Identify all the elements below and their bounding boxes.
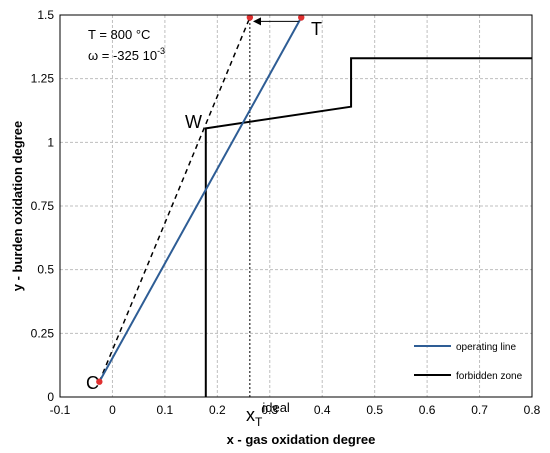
x-tick-label: 0.8 xyxy=(524,403,541,417)
point-t-label: T xyxy=(311,19,322,39)
temperature-annotation: T = 800 °C xyxy=(88,27,150,42)
x-tick-label: 0.4 xyxy=(314,403,331,417)
overlays xyxy=(96,14,305,385)
x-axis-title: x - gas oxidation degree xyxy=(227,432,376,447)
omega-annotation: ω = -325 10-3 xyxy=(88,46,165,63)
data-point-marker xyxy=(298,14,305,21)
legend: operating line forbidden zone xyxy=(414,342,523,382)
data-point-marker xyxy=(246,14,254,21)
omega-annotation-exponent: -3 xyxy=(157,46,165,56)
y-tick-label: 1.25 xyxy=(31,72,55,86)
arrow-head xyxy=(252,17,261,26)
tick-labels: -0.1 0 0.1 0.2 0.3 0.4 0.5 0.6 0.7 0.800.250.50.7… xyxy=(31,8,541,417)
x-tick-label: -0.1 xyxy=(50,403,71,417)
series xyxy=(98,17,532,397)
x-ideal-label-sub: T xyxy=(255,415,263,429)
plot-area-frame xyxy=(59,14,533,398)
x-tick-label: 0.5 xyxy=(366,403,383,417)
legend-operating-line-label: operating line xyxy=(456,342,516,353)
x-tick-label: 0 xyxy=(109,403,116,417)
data-point-marker xyxy=(96,378,103,385)
y-tick-label: 0.75 xyxy=(31,199,55,213)
x-tick-label: 0.6 xyxy=(419,403,436,417)
x-tick-label: 0.2 xyxy=(209,403,226,417)
x-ideal-label-main: x xyxy=(246,405,255,425)
point-c-label: C xyxy=(86,373,99,393)
y-tick-label: 1.5 xyxy=(37,8,54,22)
forbidden-zone-series xyxy=(204,57,532,397)
x-ideal-label: xTideal xyxy=(246,400,290,429)
operating-line-series xyxy=(98,17,303,383)
omega-annotation-main: ω = -325 10 xyxy=(88,48,157,63)
x-tick-label: 0.7 xyxy=(471,403,488,417)
y-tick-label: 0.5 xyxy=(37,263,54,277)
x-ideal-label-sup: ideal xyxy=(262,400,290,415)
y-tick-label: 0 xyxy=(47,390,54,404)
x-tick-label: 0.1 xyxy=(157,403,174,417)
y-tick-label: 0.25 xyxy=(31,326,55,340)
x-tick-label: 0.3 xyxy=(261,403,278,417)
y-axis-title: y - burden oxidation degree xyxy=(10,121,25,291)
legend-forbidden-zone-label: forbidden zone xyxy=(456,371,523,382)
grid xyxy=(59,14,533,398)
y-tick-label: 1 xyxy=(47,135,54,149)
ideal-operating-line xyxy=(98,17,251,383)
point-w-label: W xyxy=(185,112,202,132)
